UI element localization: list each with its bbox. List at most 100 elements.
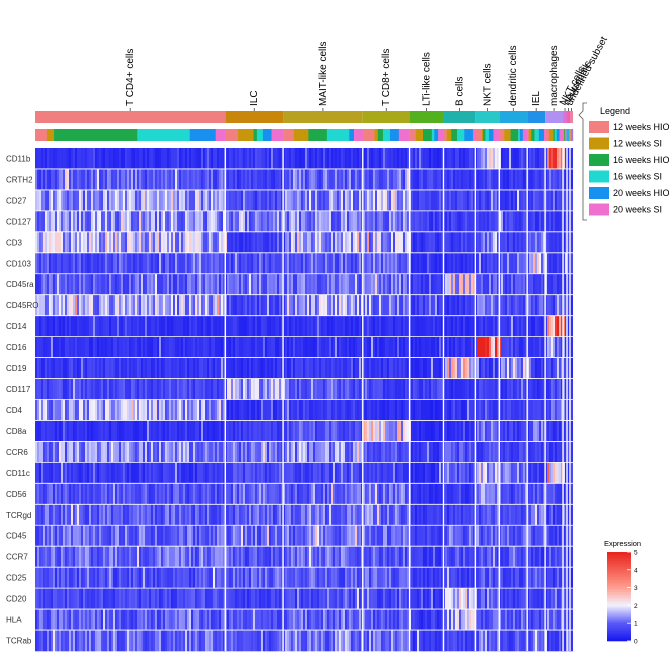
heatmap-cell	[241, 399, 243, 421]
heatmap-cell	[565, 231, 567, 254]
heatmap-cell	[229, 273, 231, 296]
heatmap-cell	[299, 252, 301, 275]
heatmap-cell	[147, 252, 149, 275]
heatmap-cell	[445, 462, 447, 484]
heatmap-cell	[43, 399, 45, 421]
heatmap-cell	[441, 441, 443, 463]
heatmap-cell	[219, 504, 221, 526]
heatmap-cell	[309, 399, 311, 421]
heatmap-cell	[515, 168, 517, 191]
heatmap-cell	[151, 189, 153, 212]
heatmap-cell	[385, 252, 387, 275]
heatmap-cell	[291, 148, 293, 170]
heatmap-cell	[81, 168, 83, 191]
heatmap-cell	[287, 210, 289, 233]
heatmap-cell	[291, 378, 293, 400]
heatmap-cell	[547, 420, 549, 442]
heatmap-cell	[161, 231, 163, 254]
heatmap-cell	[257, 336, 259, 358]
heatmap-cell	[445, 378, 447, 400]
heatmap-cell	[505, 315, 507, 337]
heatmap-cell	[351, 504, 353, 526]
heatmap-cell	[421, 441, 423, 463]
heatmap-cell	[151, 336, 153, 358]
heatmap-cell	[159, 168, 161, 191]
heatmap-cell	[403, 231, 405, 254]
heatmap-cell	[285, 462, 287, 484]
heatmap-cell	[477, 378, 479, 400]
heatmap-cell	[289, 462, 291, 484]
heatmap-cell	[341, 231, 343, 254]
heatmap-cell	[539, 189, 541, 212]
heatmap-cell	[89, 357, 91, 379]
heatmap-cell	[175, 210, 177, 233]
heatmap-cell	[305, 441, 307, 463]
heatmap-cell	[307, 168, 309, 191]
heatmap-cell	[509, 252, 511, 275]
heatmap-cell	[383, 483, 385, 505]
heatmap-cell	[563, 441, 565, 463]
heatmap-cell	[451, 210, 453, 233]
heatmap-cell	[143, 378, 145, 400]
heatmap-cell	[315, 504, 317, 526]
heatmap-cell	[117, 483, 119, 505]
heatmap-cell	[521, 378, 523, 400]
heatmap-cell	[61, 168, 63, 191]
heatmap-cell	[295, 294, 297, 316]
heatmap-cell	[161, 315, 163, 337]
heatmap-cell	[459, 231, 461, 254]
heatmap-cell	[211, 189, 213, 212]
heatmap-cell	[237, 504, 239, 526]
heatmap-cell	[173, 294, 175, 316]
heatmap-cell	[207, 210, 209, 233]
heatmap-cell	[37, 336, 39, 358]
heatmap-cell	[247, 462, 249, 484]
heatmap-cell	[425, 336, 427, 358]
sample-bar-segment	[409, 129, 416, 141]
heatmap-cell	[565, 504, 567, 526]
heatmap-cell	[45, 189, 47, 212]
heatmap-cell	[363, 273, 365, 296]
heatmap-cell	[281, 294, 283, 316]
heatmap-cell	[355, 168, 357, 191]
heatmap-cell	[89, 462, 91, 484]
heatmap-cell	[43, 378, 45, 400]
heatmap-cell	[85, 483, 87, 505]
heatmap-cell	[313, 378, 315, 400]
heatmap-cell	[383, 294, 385, 316]
heatmap-cell	[447, 273, 449, 296]
heatmap-cell	[341, 252, 343, 275]
heatmap-cell	[267, 483, 269, 505]
heatmap-cell	[411, 462, 413, 484]
heatmap-cell	[157, 168, 159, 191]
heatmap-cell	[331, 420, 333, 442]
heatmap-cell	[143, 504, 145, 526]
heatmap-cell	[521, 462, 523, 484]
heatmap-cell	[139, 399, 141, 421]
heatmap-cell	[127, 504, 129, 526]
heatmap-cell	[301, 504, 303, 526]
sample-bar-segment	[488, 129, 494, 141]
heatmap-cell	[249, 336, 251, 358]
heatmap-cell	[291, 189, 293, 212]
heatmap-cell	[473, 504, 475, 526]
heatmap-cell	[153, 148, 155, 170]
heatmap-cell	[357, 504, 359, 526]
heatmap-cell	[189, 378, 191, 400]
heatmap-cell	[275, 294, 277, 316]
heatmap-cell	[385, 148, 387, 170]
heatmap-cell	[447, 168, 449, 191]
heatmap-cell	[267, 148, 269, 170]
heatmap-cell	[219, 462, 221, 484]
heatmap-cell	[463, 483, 465, 505]
heatmap-cell	[571, 210, 573, 233]
heatmap-cell	[567, 168, 569, 191]
heatmap-cell	[191, 462, 193, 484]
heatmap-cell	[299, 504, 301, 526]
heatmap-cell	[405, 294, 407, 316]
heatmap-cell	[283, 189, 285, 212]
heatmap-cell	[549, 148, 551, 170]
heatmap-cell	[405, 231, 407, 254]
heatmap-cell	[311, 504, 313, 526]
heatmap-cell	[385, 378, 387, 400]
